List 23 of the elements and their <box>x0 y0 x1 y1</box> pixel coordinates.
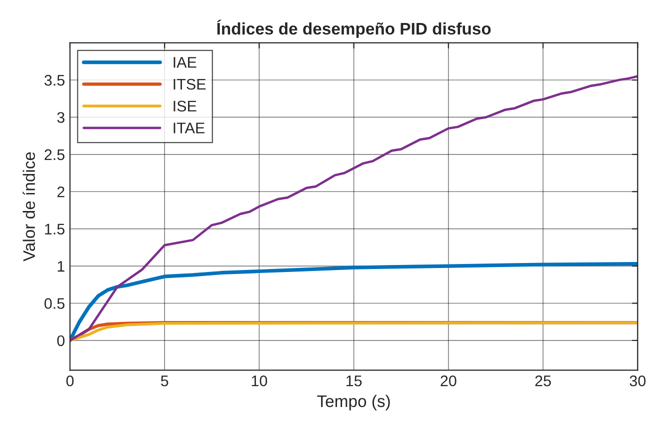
y-tick-label: 2.5 <box>44 149 64 160</box>
x-tick-label: 30 <box>630 375 646 386</box>
chart-title: Índices de desempeño PID disfuso <box>217 20 491 38</box>
y-tick-label: 2 <box>57 186 64 198</box>
x-tick-label: 25 <box>535 375 551 386</box>
x-axis-title: Tempo (s) <box>317 394 390 410</box>
line-series <box>70 75 638 342</box>
y-tick-label: 0.5 <box>44 298 64 309</box>
y-tick-label: 3.5 <box>44 74 64 86</box>
y-tick-label: 1 <box>58 261 64 272</box>
legend-label: ISE <box>174 100 196 112</box>
x-tick-label: 5 <box>160 376 168 386</box>
x-tick-label: 0 <box>66 375 74 386</box>
x-tick-label: 10 <box>252 375 268 386</box>
y-tick-label: 3 <box>57 112 64 123</box>
x-tick-label: 20 <box>440 375 456 386</box>
legend-label: ITAE <box>174 122 205 134</box>
legend-label: ITSE <box>174 78 206 90</box>
y-axis-title: Valor de índice <box>22 152 36 262</box>
y-tick-label: 0 <box>57 335 65 346</box>
y-tick-label: 1.5 <box>45 224 64 235</box>
x-tick-label: 15 <box>346 376 362 386</box>
legend-label: IAE <box>174 57 196 68</box>
